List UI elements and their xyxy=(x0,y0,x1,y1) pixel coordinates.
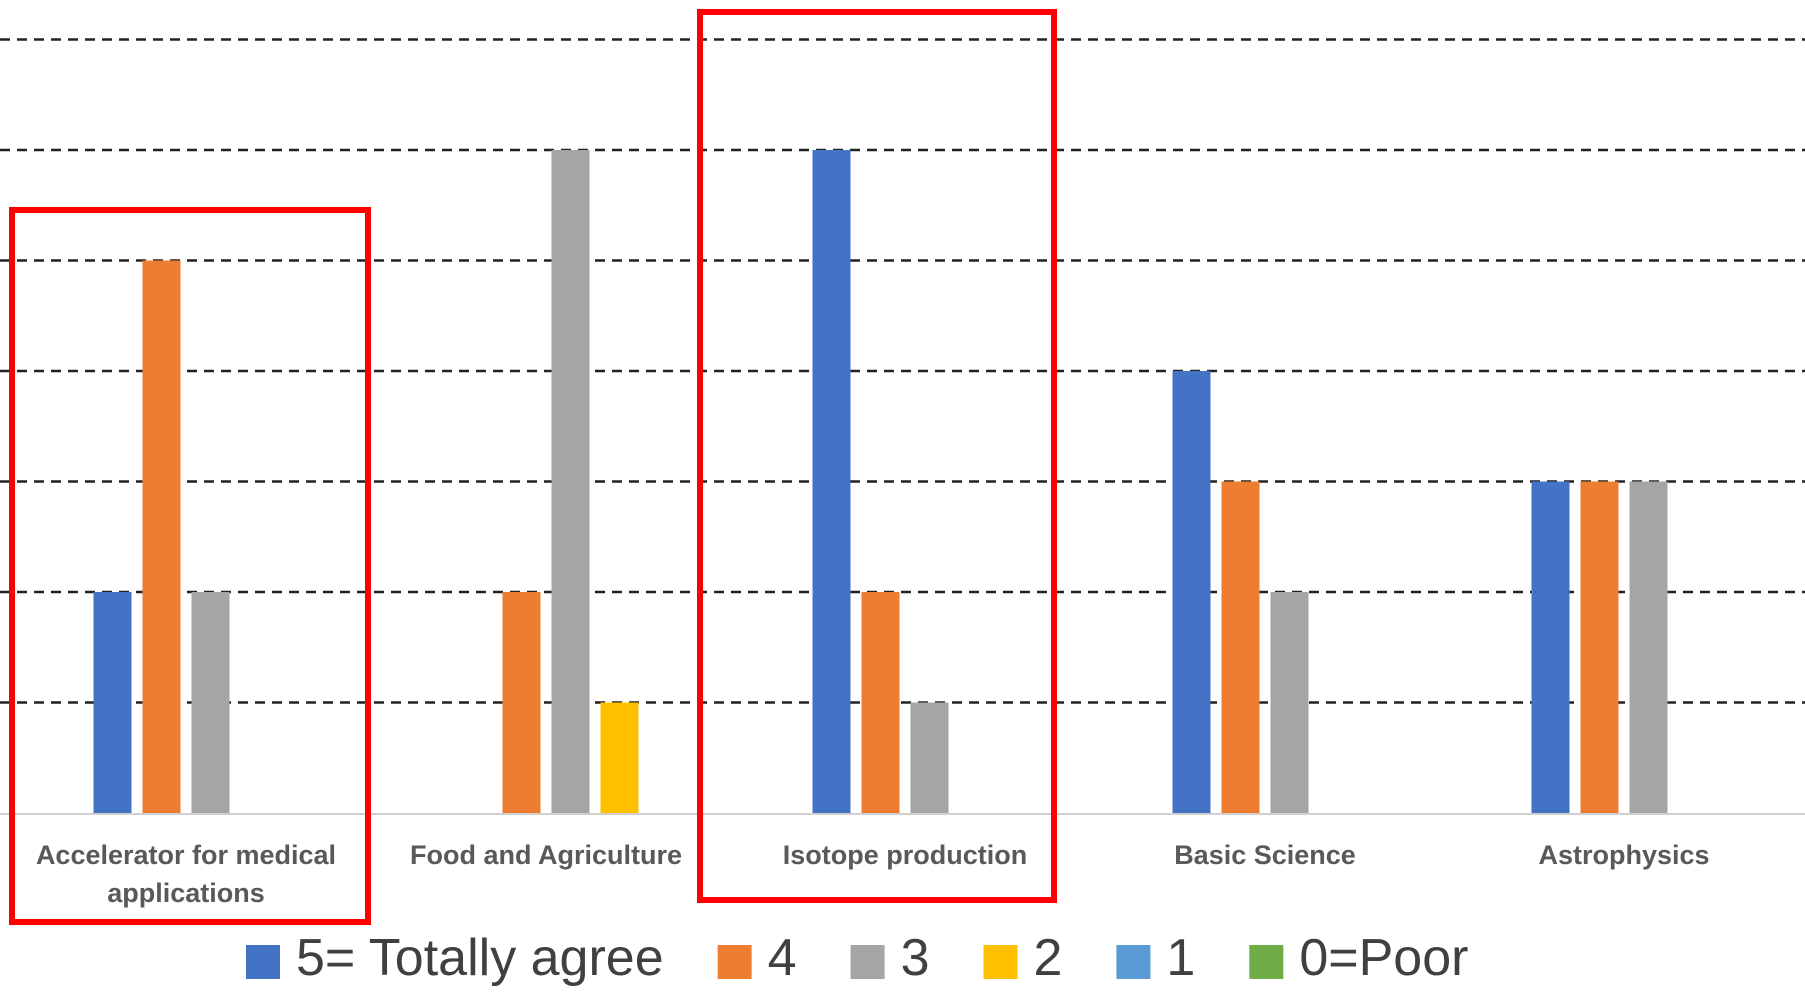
category-label: Isotope production xyxy=(783,840,1027,870)
bar-4-3 xyxy=(1221,481,1260,813)
legend-label: 2 xyxy=(1033,929,1062,987)
highlight-box xyxy=(697,9,1057,903)
category-label: Accelerator for medical applications xyxy=(36,840,336,908)
legend-label: 1 xyxy=(1166,929,1195,987)
legend-label: 4 xyxy=(768,929,797,987)
legend-swatch xyxy=(983,945,1018,979)
bar-3-0 xyxy=(191,592,230,813)
category-label: Food and Agriculture xyxy=(410,840,682,870)
legend-swatch xyxy=(1116,945,1151,979)
bar-4-0 xyxy=(142,260,181,813)
category-label: Astrophysics xyxy=(1538,840,1709,870)
bar-3-4 xyxy=(1629,481,1668,813)
legend: 5= Totally agree 4 3 2 1 0=Poor xyxy=(246,929,1468,987)
category-label: Basic Science xyxy=(1174,840,1356,870)
highlight-boxes xyxy=(9,9,1057,925)
bar-5-totally-agree-0 xyxy=(93,592,132,813)
bar-3-2 xyxy=(910,702,949,813)
category-labels: Accelerator for medical applications Food … xyxy=(36,840,1710,908)
bar-4-2 xyxy=(861,592,900,813)
legend-swatch xyxy=(850,945,885,979)
legend-swatch xyxy=(246,945,280,979)
bar-5-totally-agree-3 xyxy=(1172,371,1211,813)
bar-5-totally-agree-2 xyxy=(812,150,851,813)
bar-3-3 xyxy=(1270,592,1309,813)
bar-5-totally-agree-4 xyxy=(1531,481,1570,813)
bars xyxy=(93,150,1668,813)
bar-2-1 xyxy=(600,702,639,813)
bar-4-1 xyxy=(502,592,541,813)
legend-label: 3 xyxy=(901,929,930,987)
bar-3-1 xyxy=(551,150,590,813)
legend-swatch xyxy=(717,945,752,979)
bar-4-4 xyxy=(1580,481,1619,813)
legend-label: 5= Totally agree xyxy=(296,929,664,987)
legend-swatch xyxy=(1249,945,1284,979)
gridlines xyxy=(0,38,1805,704)
highlight-box xyxy=(9,207,371,925)
legend-label: 0=Poor xyxy=(1299,929,1468,987)
